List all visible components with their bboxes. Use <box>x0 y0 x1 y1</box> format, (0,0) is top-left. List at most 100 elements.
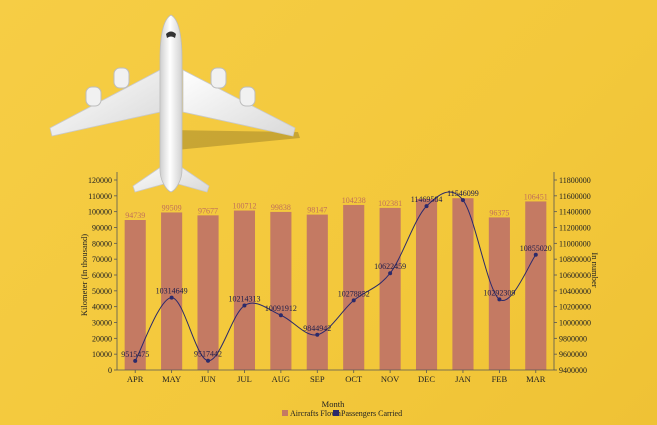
line-point <box>533 252 538 257</box>
bar-value-label: 102381 <box>378 199 402 208</box>
line-point <box>242 303 247 308</box>
bar-value-label: 106451 <box>524 192 548 201</box>
legend-swatch-line <box>333 410 339 416</box>
legend-label-line: Passengers Carried <box>341 409 402 418</box>
line-value-label: 11469584 <box>411 195 443 204</box>
left-tick-label: 110000 <box>88 192 112 201</box>
bar <box>124 219 146 370</box>
bar-value-label: 94739 <box>125 211 145 220</box>
y2-axis-title: In number <box>590 252 600 287</box>
bar <box>306 214 328 370</box>
x-axis-title: Month <box>322 399 345 409</box>
left-tick-label: 50000 <box>92 287 112 296</box>
plane-engine-3 <box>210 67 227 89</box>
plane-right-wing <box>182 69 296 137</box>
right-tick-label: 11200000 <box>559 224 591 233</box>
bar-series: 94739 99509 97677 100712 99838 98147 104238 102… <box>124 192 548 370</box>
line-value-label: 9515475 <box>121 350 149 359</box>
right-tick-label: 11400000 <box>559 208 591 217</box>
right-tick-label: 11800000 <box>559 176 591 185</box>
left-tick-label: 30000 <box>92 319 112 328</box>
right-tick-label: 10200000 <box>559 303 591 312</box>
left-tick-label: 90000 <box>92 224 112 233</box>
line-point <box>424 204 429 209</box>
line-value-label: 10292309 <box>483 288 515 297</box>
category-label: NOV <box>381 374 400 384</box>
left-tick-label: 60000 <box>92 271 112 280</box>
line-value-label: 10214313 <box>228 295 260 304</box>
left-tick-label: 70000 <box>92 255 112 264</box>
plane-engine-2 <box>85 86 102 107</box>
left-tick-label: 100000 <box>88 208 112 217</box>
right-tick-label: 10400000 <box>559 287 591 296</box>
right-tick-label: 10000000 <box>559 319 591 328</box>
line-point <box>460 198 465 203</box>
bar <box>343 204 365 370</box>
left-tick-label: 0 <box>108 366 112 375</box>
category-label: MAR <box>526 374 546 384</box>
category-label: SEP <box>310 374 325 384</box>
bar-value-label: 99509 <box>162 203 182 212</box>
category-label: MAY <box>162 374 181 384</box>
line-value-label: 10091912 <box>265 304 297 313</box>
plane-cockpit <box>166 31 176 38</box>
line-point <box>388 271 393 276</box>
bar-value-label: 98147 <box>307 206 327 215</box>
plane-engine-1 <box>113 67 130 89</box>
line-point <box>315 332 320 337</box>
category-label: JAN <box>455 374 471 384</box>
left-tick-label: 80000 <box>92 239 112 248</box>
line-value-label: 10855020 <box>520 244 552 253</box>
right-tick-label: 9400000 <box>559 366 587 375</box>
bar <box>270 211 292 370</box>
category-label: OCT <box>345 374 363 384</box>
left-tick-label: 10000 <box>92 350 112 359</box>
right-tick-label: 10600000 <box>559 271 591 280</box>
line-value-label: 10278852 <box>338 289 370 298</box>
bar-value-label: 104238 <box>342 196 366 205</box>
right-tick-label: 9600000 <box>559 350 587 359</box>
bar-value-label: 97677 <box>198 206 218 215</box>
left-tick-label: 40000 <box>92 303 112 312</box>
bar-value-label: 96375 <box>489 208 509 217</box>
bar <box>379 207 401 370</box>
category-label: FEB <box>492 374 508 384</box>
passengers-line <box>134 191 537 362</box>
bar <box>197 215 219 370</box>
bar <box>452 198 474 370</box>
bar <box>161 212 183 370</box>
line-value-label: 10314649 <box>156 287 188 296</box>
right-tick-label: 10800000 <box>559 255 591 264</box>
bar <box>488 217 510 370</box>
bar-value-label: 100712 <box>232 202 256 211</box>
bar <box>415 199 438 370</box>
left-tick-label: 20000 <box>92 334 112 343</box>
line-value-label: 11546099 <box>447 189 479 198</box>
line-point <box>169 295 174 300</box>
right-axis: 9400000 9600000 9800000 10000000 10200000 104… <box>553 172 591 375</box>
line-value-label: 9844942 <box>303 324 331 333</box>
legend-swatch-bar <box>282 410 288 416</box>
left-axis: 0 10000 20000 30000 40000 50000 60000 70000 8000… <box>88 172 118 375</box>
bar-value-label: 99838 <box>271 203 291 212</box>
line-point <box>497 297 502 302</box>
category-label: DEC <box>418 374 435 384</box>
line-point <box>278 313 283 318</box>
legend-label-bar: Aircrafts Flown <box>290 409 341 418</box>
bar <box>525 201 547 370</box>
plane-engine-4 <box>239 86 256 107</box>
legend: Aircrafts Flown Passengers Carried <box>282 409 402 418</box>
left-tick-label: 120000 <box>88 176 112 185</box>
category-label: JUL <box>237 374 252 384</box>
line-point <box>351 298 356 303</box>
line-point <box>133 358 138 363</box>
right-tick-label: 11600000 <box>559 192 591 201</box>
line-value-label: 9517442 <box>194 350 222 359</box>
plane-fuselage <box>159 14 183 193</box>
line-series: 9515475 10314649 9517442 10214313 10091912 98… <box>121 189 552 363</box>
plane-shadow <box>168 130 300 150</box>
category-axis: APR MAY JUN JUL AUG SEP OCT NOV DEC JAN FEB MAR <box>117 369 554 384</box>
category-label: JUN <box>200 374 216 384</box>
